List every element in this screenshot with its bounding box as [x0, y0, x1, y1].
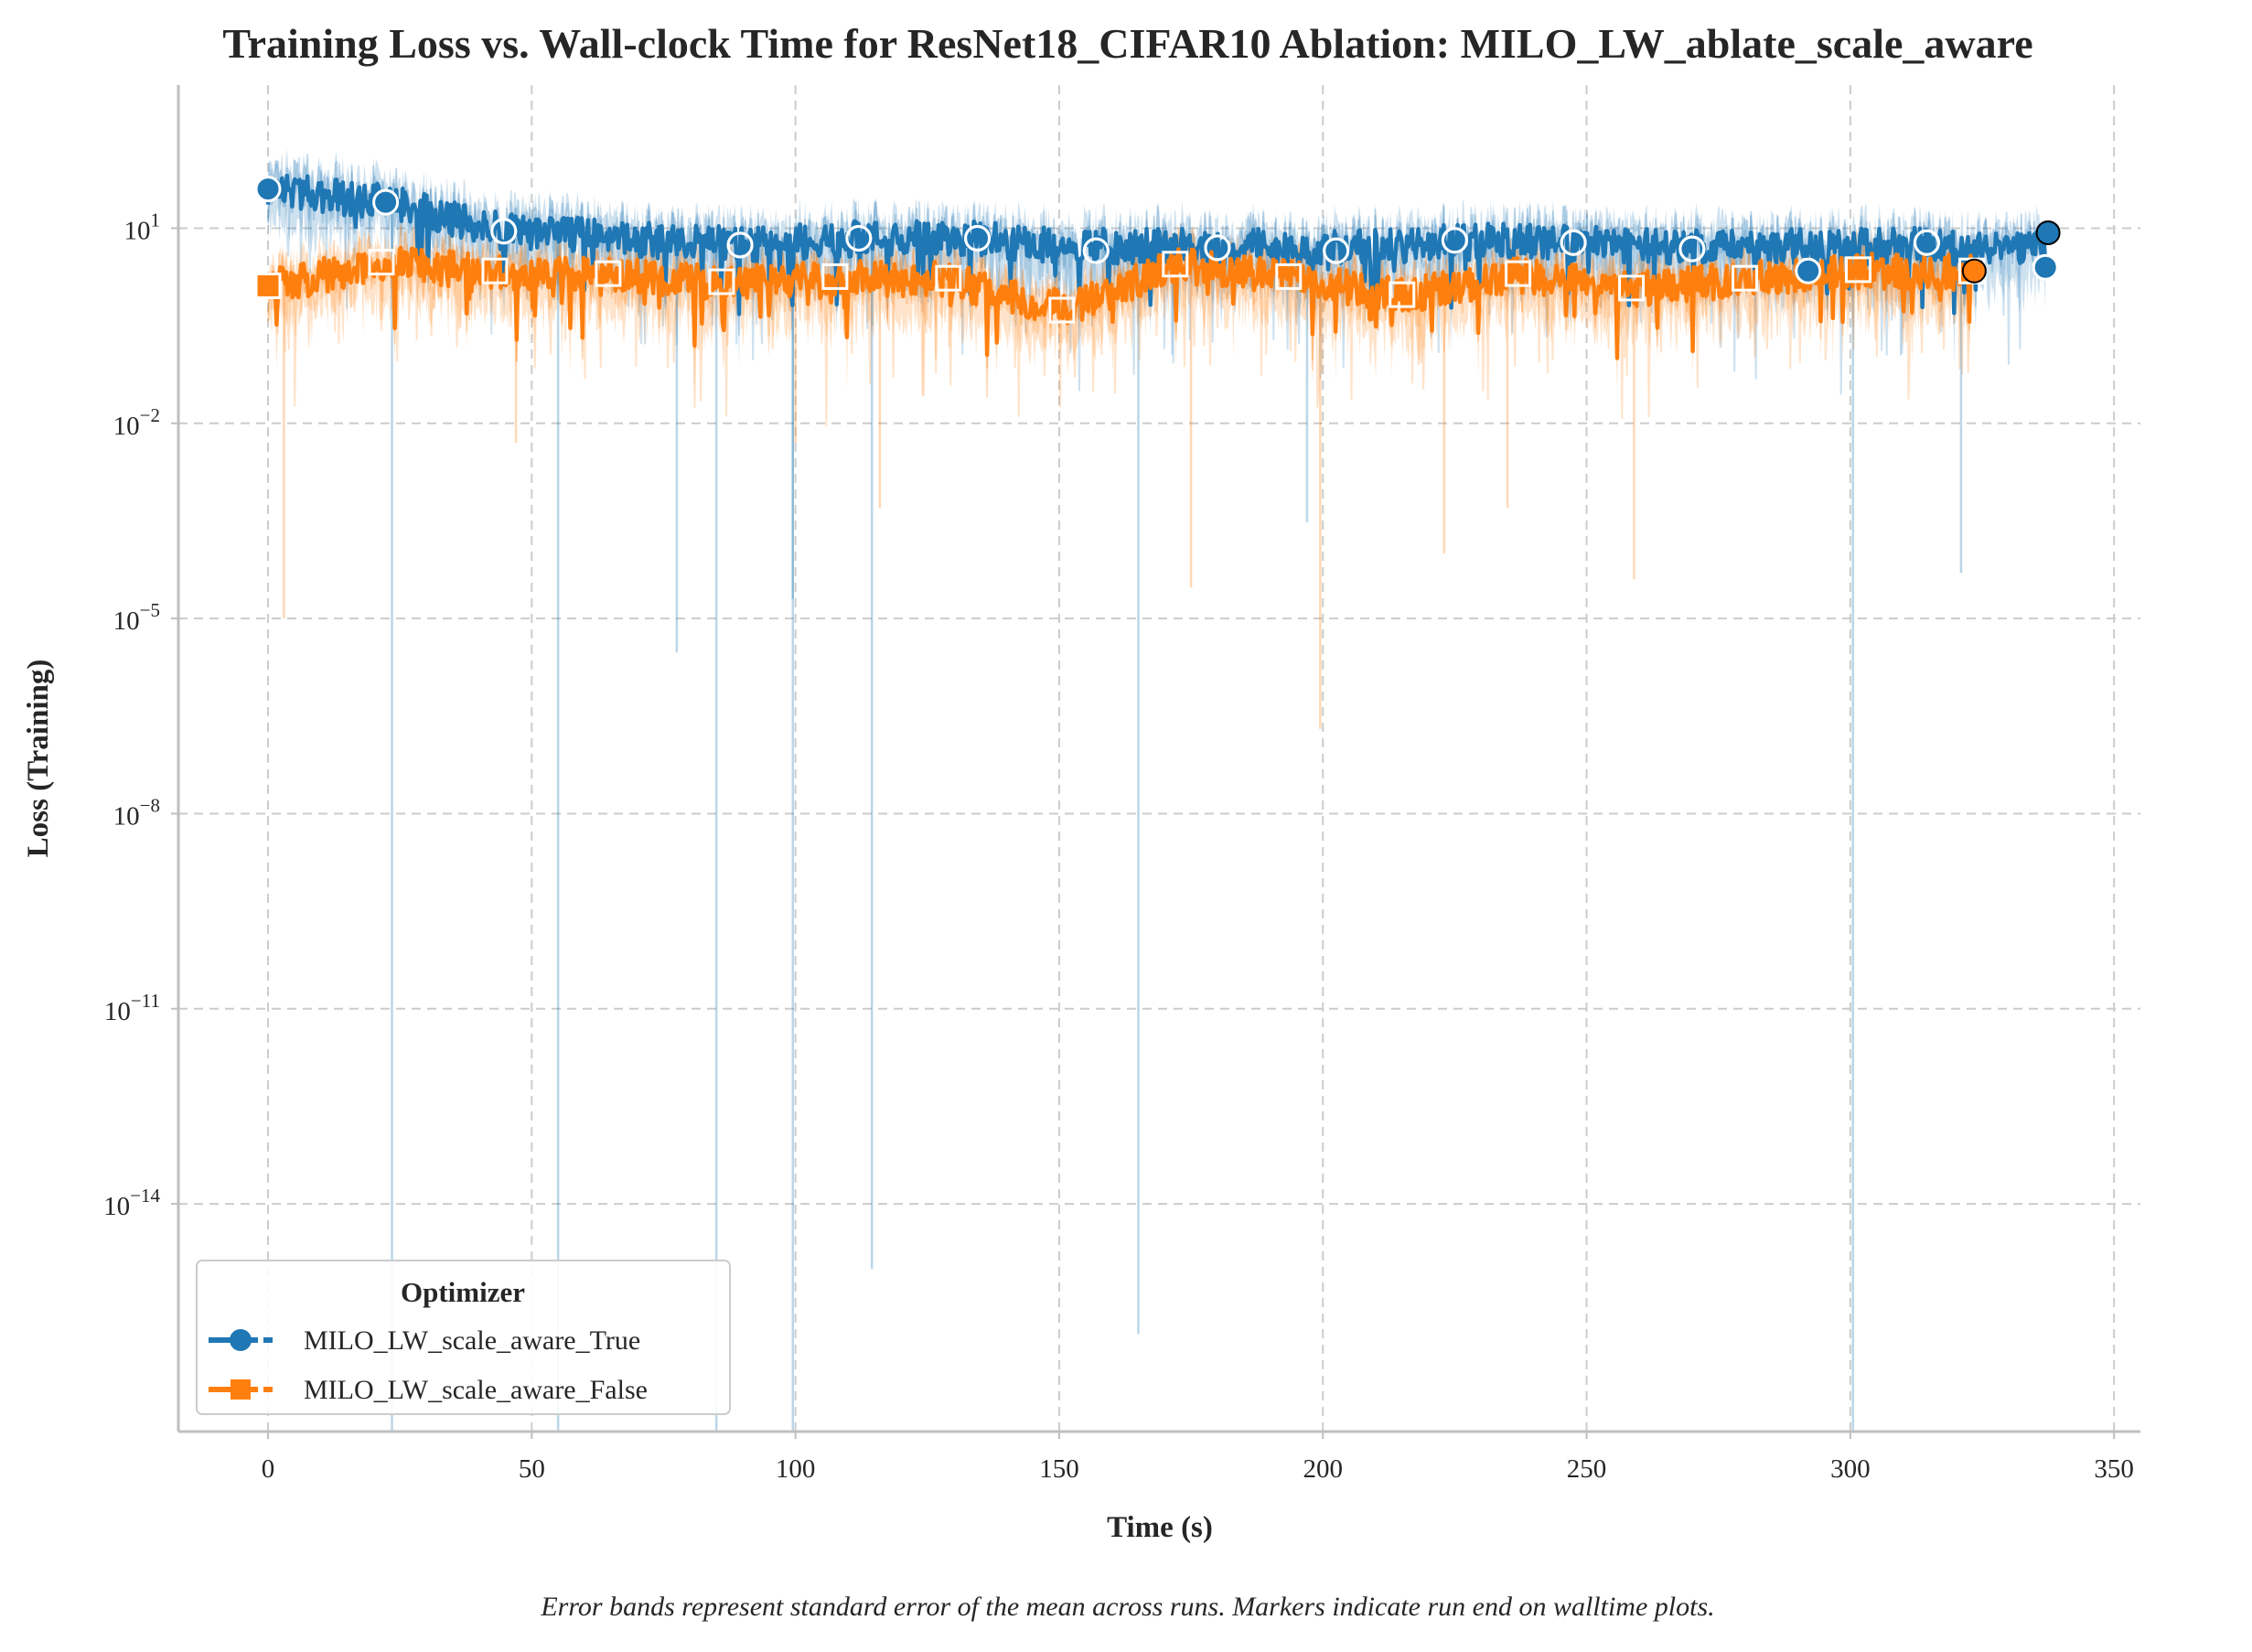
square-marker: [368, 249, 395, 276]
y-tick-label: 10−5: [113, 599, 160, 636]
circle-marker-outline: [1441, 227, 1468, 254]
loss-spikes: [283, 203, 1963, 1432]
legend-label-false: MILO_LW_scale_aware_False: [304, 1375, 648, 1405]
x-tick-label: 250: [1567, 1454, 1607, 1484]
circle-marker-outline: [1323, 237, 1350, 264]
circle-marker-outline: [1082, 237, 1110, 264]
legend-frame: [196, 1260, 731, 1415]
square-marker: [935, 264, 962, 292]
circle-marker: [2032, 253, 2059, 281]
run-end-marker-true: [2035, 220, 2061, 245]
square-marker: [1162, 251, 1189, 278]
circle-marker: [254, 176, 282, 203]
square-marker: [1389, 281, 1416, 308]
square-marker: [481, 257, 509, 284]
square-marker: [254, 272, 282, 299]
x-tick-label: 100: [776, 1454, 816, 1484]
square-marker: [1618, 274, 1646, 302]
circle-marker-outline: [964, 224, 992, 252]
run-end-marker-false: [1961, 258, 1987, 284]
square-marker: [708, 268, 735, 295]
circle-marker-outline: [726, 231, 754, 259]
square-marker: [595, 260, 622, 287]
circle-marker-outline: [1913, 229, 1940, 256]
legend-label-true: MILO_LW_scale_aware_True: [304, 1325, 640, 1356]
circle-marker-outline: [490, 218, 518, 245]
square-marker: [1048, 296, 1076, 324]
legend-item-true: MILO_LW_scale_aware_True: [209, 1325, 640, 1356]
loss-line-false: [265, 245, 1977, 360]
legend: Optimizer MILO_LW_scale_aware_True MILO_…: [196, 1260, 731, 1415]
circle-marker-outline: [845, 224, 873, 252]
circle-marker: [1795, 257, 1822, 284]
square-marker: [1505, 260, 1532, 287]
y-tick-label: 101: [124, 209, 161, 245]
loss-lines: [265, 173, 2048, 360]
circle-marker: [372, 188, 400, 216]
x-tick-label: 50: [519, 1454, 545, 1484]
square-marker: [821, 263, 849, 290]
x-tick-label: 150: [1039, 1454, 1079, 1484]
circle-marker-outline: [1204, 234, 1231, 262]
x-axis-label: Time (s): [1107, 1511, 1213, 1544]
x-tick-label: 0: [262, 1454, 275, 1484]
square-marker: [1275, 263, 1303, 290]
x-ticks: 0 50 100 150 200 250 300 350: [262, 1432, 2134, 1484]
x-tick-label: 350: [2094, 1454, 2134, 1484]
legend-circle-marker-icon: [230, 1329, 252, 1351]
x-tick-label: 300: [1830, 1454, 1871, 1484]
y-tick-label: 10−2: [113, 404, 160, 441]
y-ticks: 101 10−2 10−5 10−8 10−11 10−14: [103, 209, 178, 1221]
legend-item-false: MILO_LW_scale_aware_False: [209, 1375, 648, 1405]
legend-square-marker-icon: [231, 1379, 251, 1400]
legend-title: Optimizer: [401, 1276, 525, 1308]
y-tick-label: 10−14: [103, 1185, 160, 1221]
square-marker: [1845, 256, 1872, 284]
y-axis-label: Loss (Training): [22, 660, 55, 858]
x-tick-label: 200: [1303, 1454, 1344, 1484]
chart-title: Training Loss vs. Wall-clock Time for Re…: [222, 20, 2032, 67]
y-tick-label: 10−11: [104, 990, 160, 1026]
y-tick-label: 10−8: [113, 794, 160, 831]
loss-line-true: [265, 173, 2048, 316]
square-marker: [1732, 264, 1759, 292]
circle-marker-outline: [1678, 235, 1706, 263]
error-band: [268, 220, 1975, 399]
circle-marker-outline: [1560, 229, 1587, 256]
chart-caption: Error bands represent standard error of …: [540, 1592, 1714, 1622]
series-markers: [254, 176, 2061, 324]
